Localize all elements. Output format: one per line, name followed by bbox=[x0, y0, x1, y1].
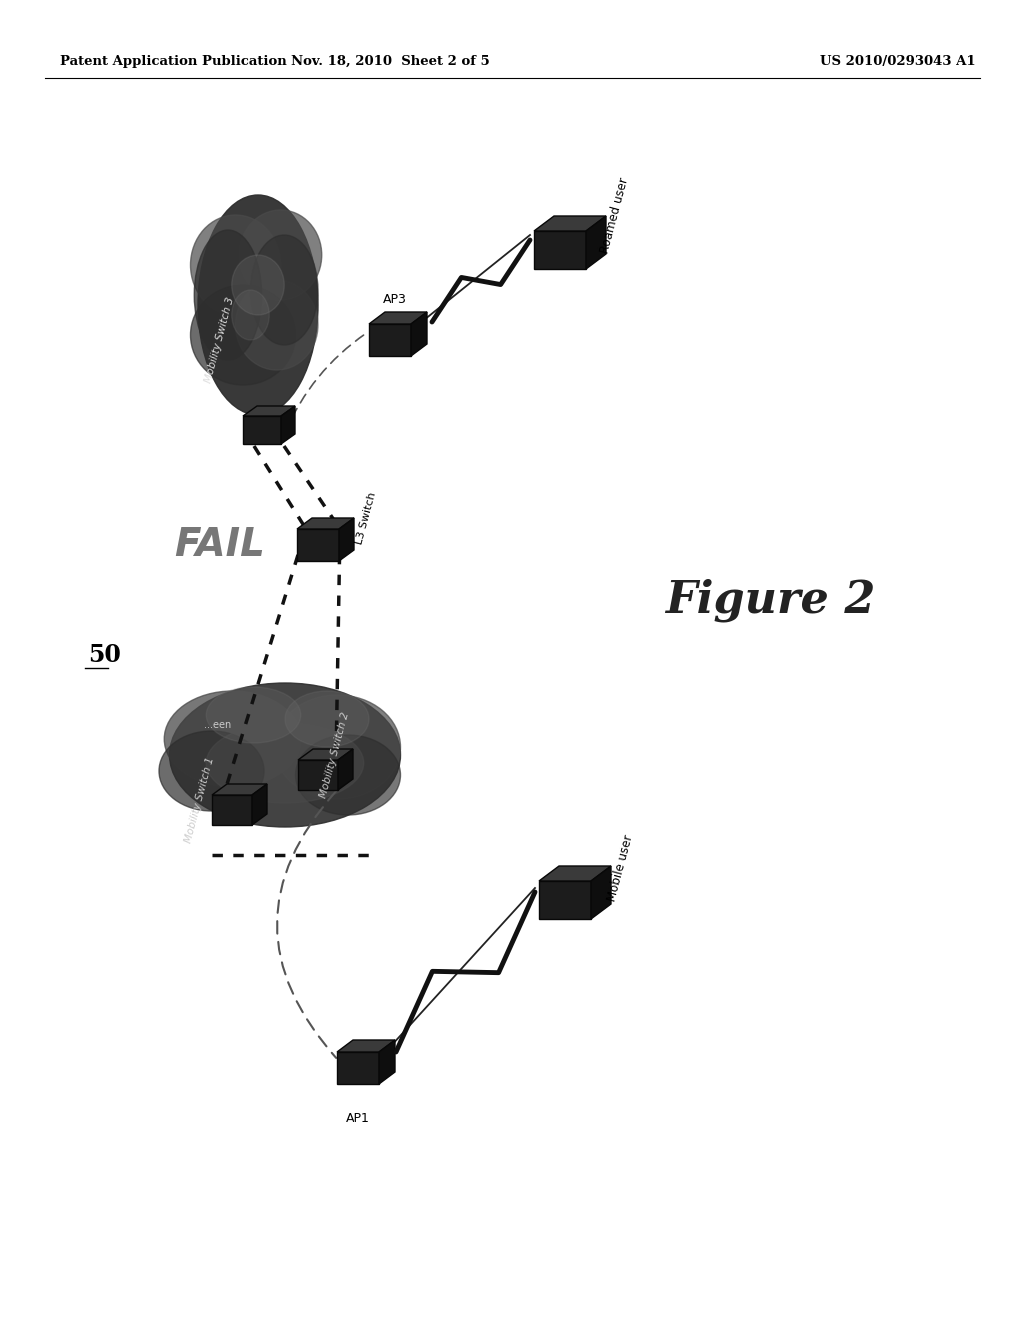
Ellipse shape bbox=[164, 690, 301, 787]
Ellipse shape bbox=[159, 731, 264, 810]
Text: Roamed user: Roamed user bbox=[599, 176, 632, 255]
Polygon shape bbox=[298, 748, 353, 760]
Polygon shape bbox=[281, 407, 295, 444]
Ellipse shape bbox=[206, 686, 301, 743]
Polygon shape bbox=[338, 748, 353, 789]
Ellipse shape bbox=[274, 696, 400, 799]
Polygon shape bbox=[369, 323, 411, 356]
Text: FAIL: FAIL bbox=[174, 525, 265, 564]
Polygon shape bbox=[337, 1040, 395, 1052]
Text: ...een: ...een bbox=[205, 719, 231, 730]
Ellipse shape bbox=[170, 682, 400, 828]
Polygon shape bbox=[586, 216, 606, 269]
Ellipse shape bbox=[231, 290, 269, 341]
Ellipse shape bbox=[198, 195, 318, 414]
Polygon shape bbox=[212, 795, 252, 825]
Polygon shape bbox=[369, 312, 427, 323]
Polygon shape bbox=[243, 416, 281, 444]
Polygon shape bbox=[591, 866, 611, 919]
Text: Nov. 18, 2010  Sheet 2 of 5: Nov. 18, 2010 Sheet 2 of 5 bbox=[291, 55, 489, 69]
Text: Mobility Switch 2: Mobility Switch 2 bbox=[318, 711, 351, 799]
Polygon shape bbox=[339, 517, 354, 561]
Ellipse shape bbox=[206, 723, 364, 803]
Text: Patent Application Publication: Patent Application Publication bbox=[60, 55, 287, 69]
Ellipse shape bbox=[285, 690, 369, 747]
Polygon shape bbox=[212, 784, 267, 795]
Text: Mobility Switch 3: Mobility Switch 3 bbox=[204, 296, 237, 384]
Polygon shape bbox=[243, 407, 295, 416]
Ellipse shape bbox=[240, 210, 322, 300]
Polygon shape bbox=[539, 866, 611, 880]
Polygon shape bbox=[534, 231, 586, 269]
Polygon shape bbox=[337, 1052, 379, 1084]
Ellipse shape bbox=[251, 235, 318, 345]
Text: 50: 50 bbox=[88, 643, 121, 667]
Polygon shape bbox=[379, 1040, 395, 1084]
Polygon shape bbox=[534, 216, 606, 231]
Text: Mobility Switch 1: Mobility Switch 1 bbox=[183, 756, 216, 843]
Ellipse shape bbox=[296, 735, 400, 814]
Polygon shape bbox=[411, 312, 427, 356]
Text: AP1: AP1 bbox=[346, 1111, 370, 1125]
Text: AP3: AP3 bbox=[383, 293, 407, 306]
Ellipse shape bbox=[190, 215, 281, 315]
Polygon shape bbox=[298, 760, 338, 789]
Polygon shape bbox=[297, 529, 339, 561]
Text: L3 Switch: L3 Switch bbox=[354, 491, 378, 545]
Ellipse shape bbox=[231, 255, 285, 315]
Ellipse shape bbox=[236, 280, 318, 370]
Polygon shape bbox=[252, 784, 267, 825]
Polygon shape bbox=[297, 517, 354, 529]
Ellipse shape bbox=[195, 230, 262, 360]
Polygon shape bbox=[539, 880, 591, 919]
Text: Mobile user: Mobile user bbox=[605, 833, 635, 903]
Ellipse shape bbox=[190, 285, 296, 385]
Text: Figure 2: Figure 2 bbox=[665, 578, 876, 622]
Text: US 2010/0293043 A1: US 2010/0293043 A1 bbox=[820, 55, 976, 69]
